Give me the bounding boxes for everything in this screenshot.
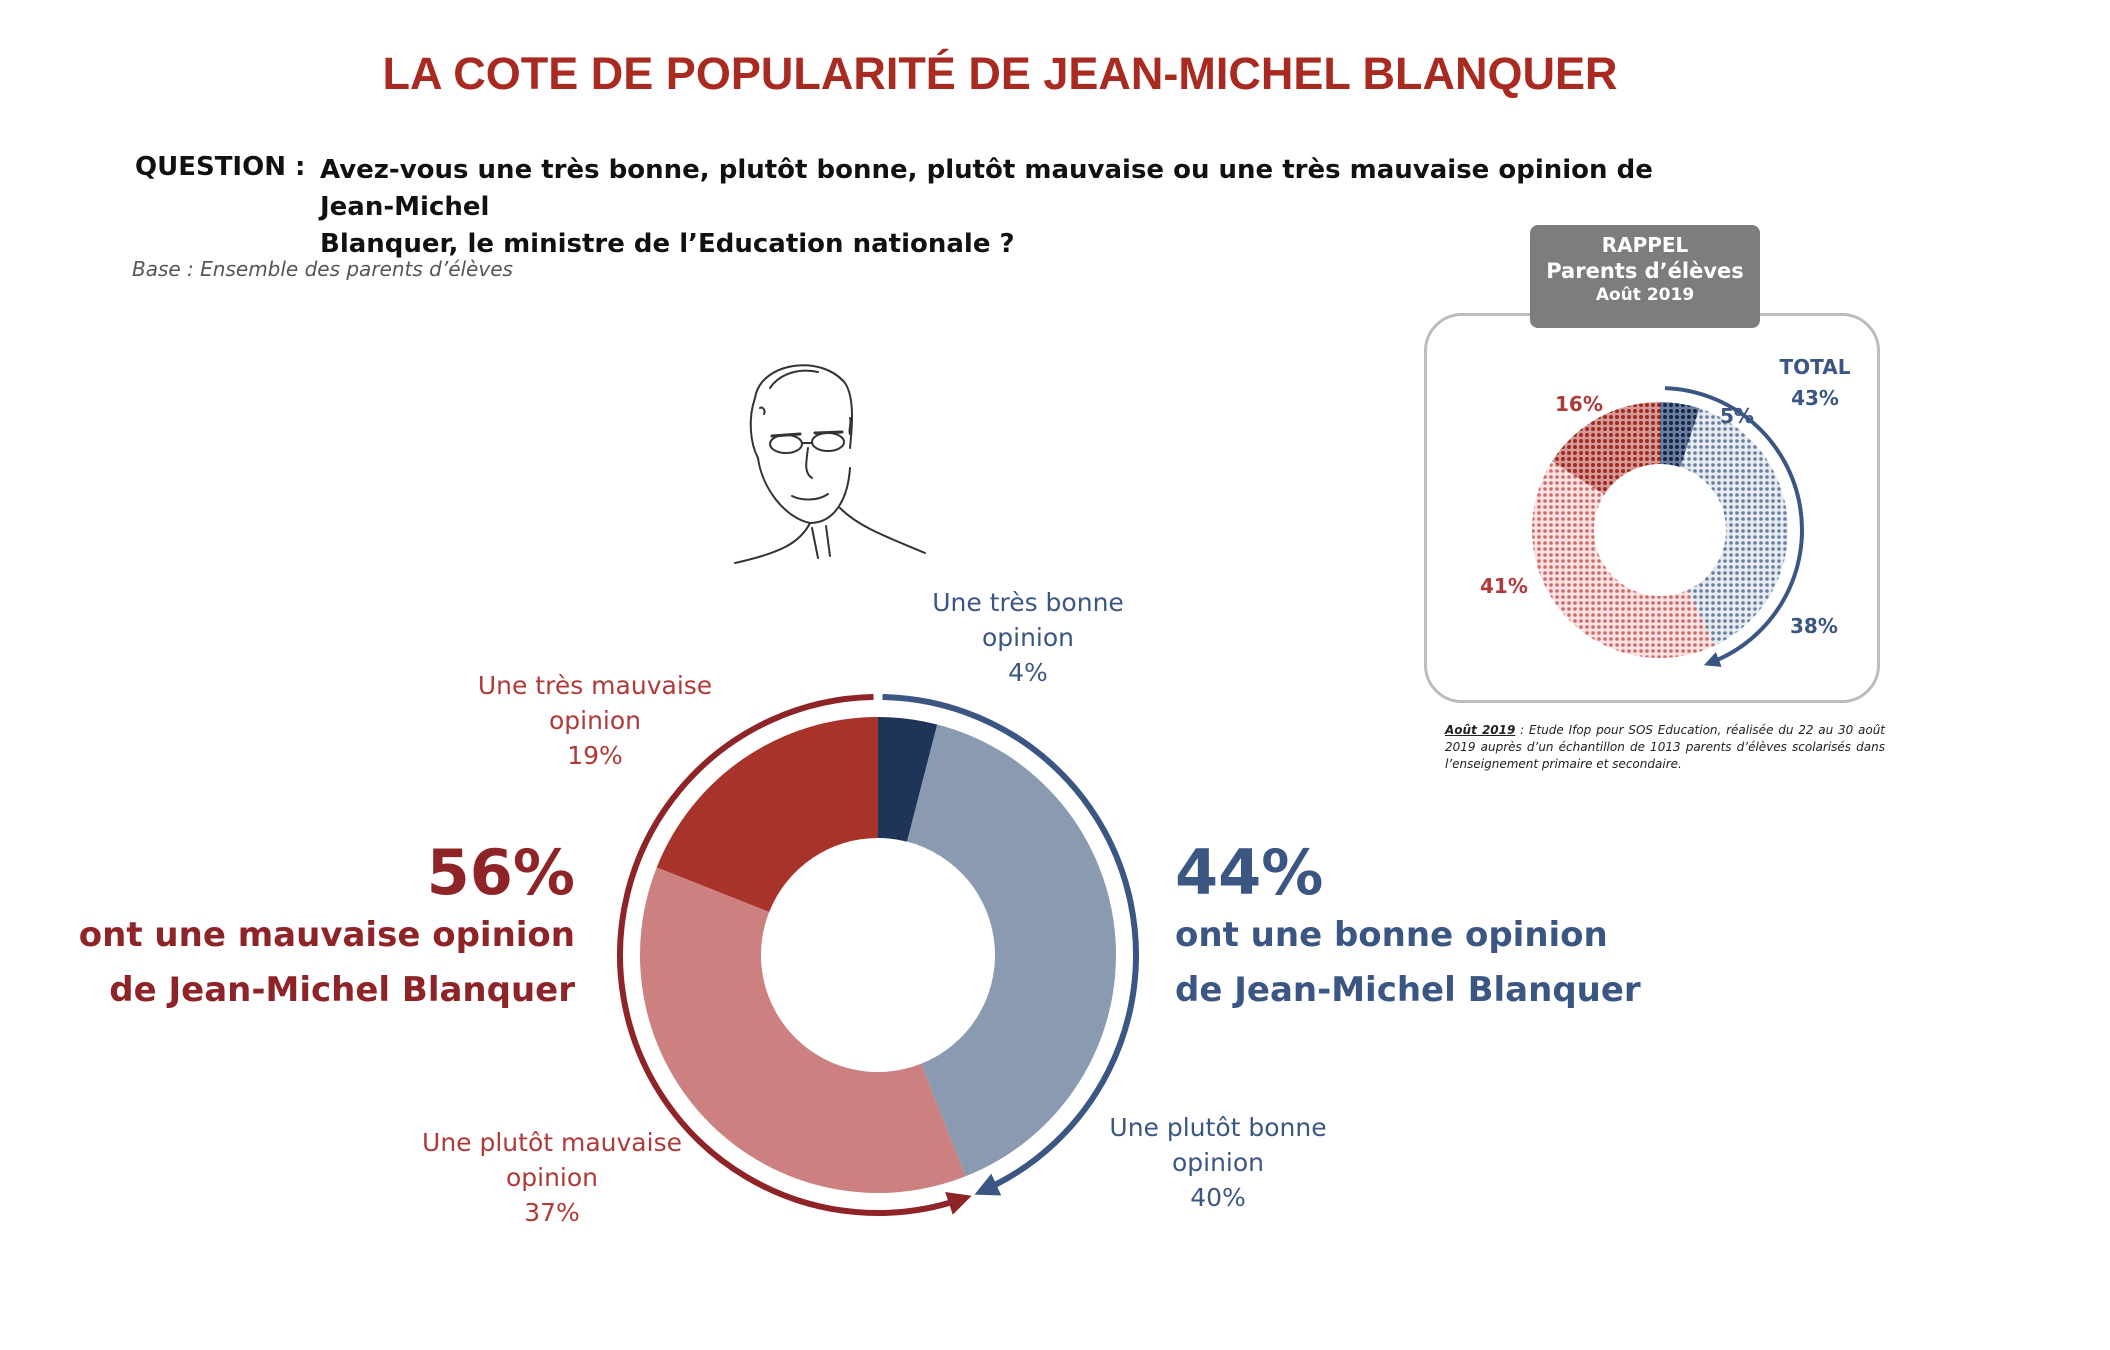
page-title: LA COTE DE POPULARITÉ DE JEAN-MICHEL BLA…	[382, 48, 1618, 99]
good-opinion-total: 44% ont une bonne opinion de Jean-Michel…	[1175, 838, 1641, 1018]
label-plutot-bonne: Une plutôt bonne opinion 40%	[1109, 1113, 1327, 1212]
inset-label-plutot-bonne: 38%	[1790, 614, 1838, 638]
inset-slice-plutot-bonne	[1680, 408, 1788, 646]
rappel-header: RAPPEL Parents d’élèves Août 2019	[1530, 225, 1760, 328]
good-opinion-bracket	[882, 694, 1139, 1196]
inset-total-value: 43%	[1791, 386, 1839, 410]
question-text: Avez-vous une très bonne, plutôt bonne, …	[320, 152, 1720, 263]
slice-tres-mauvaise	[656, 717, 878, 912]
portrait-sketch-icon	[734, 364, 926, 564]
inset-slice-tres-mauvaise	[1551, 402, 1660, 495]
label-plutot-mauvaise: Une plutôt mauvaise opinion 37%	[422, 1128, 682, 1227]
inset-good-bracket	[1664, 386, 1804, 667]
slice-tres-bonne	[878, 717, 938, 842]
base-note: Base : Ensemble des parents d’élèves	[132, 257, 513, 281]
inset-total: TOTAL 43%	[1770, 352, 1860, 414]
good-total-value: 44%	[1175, 836, 1324, 909]
question-label: QUESTION :	[135, 152, 306, 182]
inset-total-label: TOTAL	[1779, 355, 1851, 379]
rappel-title: RAPPEL	[1601, 233, 1689, 257]
slice-plutot-mauvaise	[640, 867, 966, 1193]
label-tres-mauvaise: Une très mauvaise opinion 19%	[477, 671, 713, 770]
inset-label-plutot-mauvaise: 41%	[1480, 574, 1528, 598]
bad-opinion-bracket	[616, 694, 972, 1216]
question-line-2: Blanquer, le ministre de l’Education nat…	[320, 229, 1015, 259]
label-tres-bonne: Une très bonne opinion 4%	[932, 588, 1124, 687]
bad-opinion-total: 56% ont une mauvaise opinion de Jean-Mic…	[79, 838, 575, 1018]
rappel-date: Août 2019	[1595, 285, 1695, 305]
inset-slice-plutot-mauvaise	[1532, 461, 1715, 659]
question-line-1: Avez-vous une très bonne, plutôt bonne, …	[320, 155, 1653, 222]
source-note-date: Août 2019	[1445, 723, 1516, 737]
bad-total-line2: de Jean-Michel Blanquer	[109, 970, 575, 1010]
good-total-line2: de Jean-Michel Blanquer	[1175, 970, 1641, 1010]
inset-label-tres-bonne: 5%	[1720, 404, 1754, 428]
source-note: Août 2019 : Etude Ifop pour SOS Educatio…	[1445, 722, 1885, 773]
bad-total-value: 56%	[426, 836, 575, 909]
good-total-line1: ont une bonne opinion	[1175, 915, 1608, 955]
inset-label-tres-mauvaise: 16%	[1555, 392, 1603, 416]
inset-slice-tres-bonne	[1660, 402, 1700, 468]
rappel-subtitle: Parents d’élèves	[1546, 259, 1744, 283]
source-note-text: : Etude Ifop pour SOS Education, réalisé…	[1445, 723, 1886, 771]
bad-total-line1: ont une mauvaise opinion	[78, 915, 575, 955]
slice-plutot-bonne	[907, 724, 1116, 1177]
